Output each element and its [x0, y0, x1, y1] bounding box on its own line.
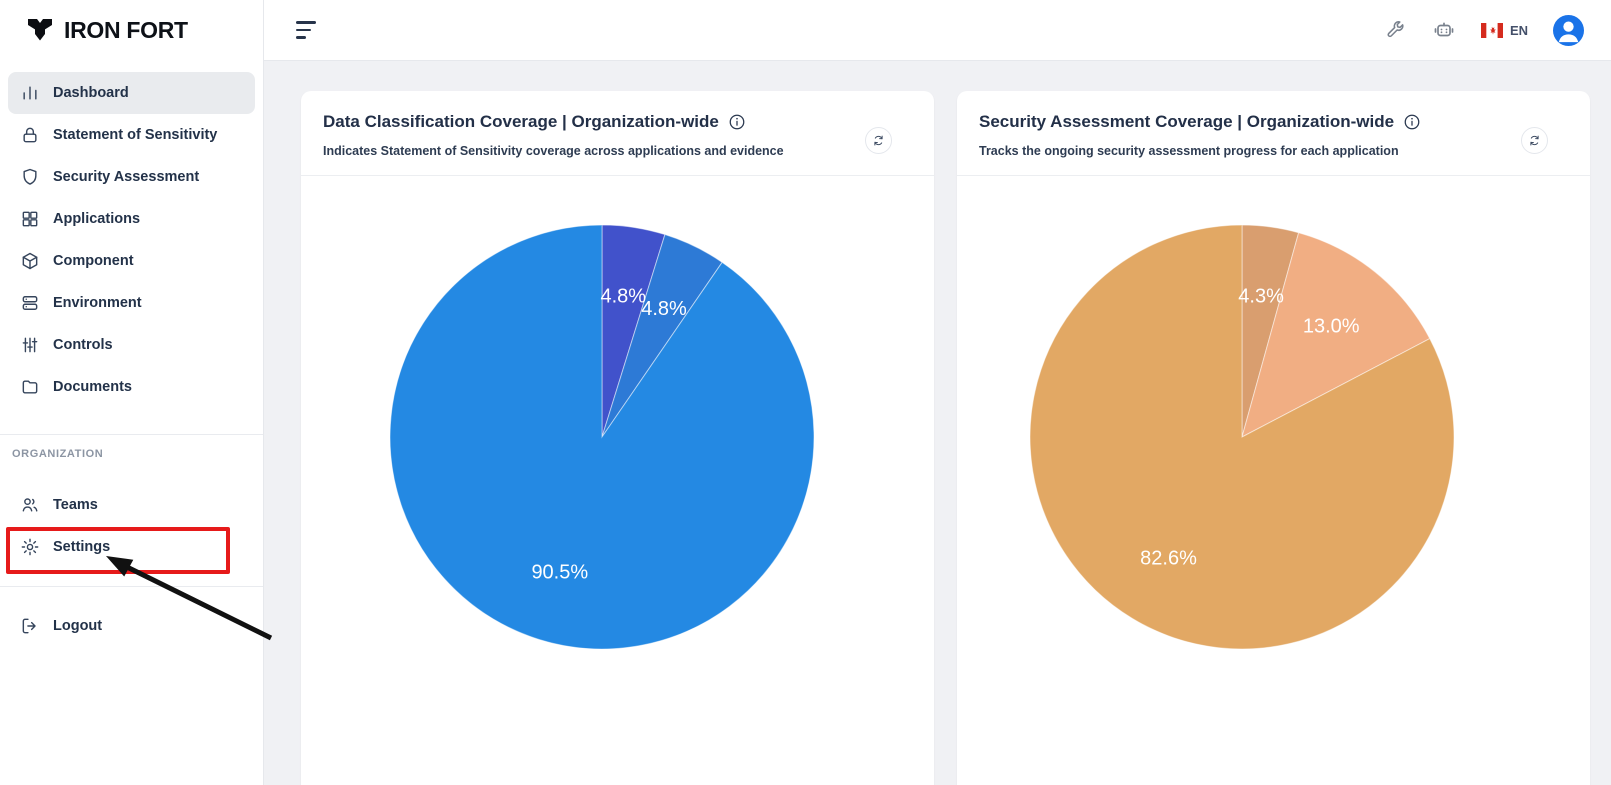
sidebar-item-label: Settings — [53, 539, 111, 555]
canada-flag-icon — [1480, 22, 1503, 38]
pie-slice[interactable] — [389, 224, 815, 650]
sidebar-item-label: Environment — [53, 295, 142, 311]
lock-icon — [20, 125, 40, 145]
grid-icon — [20, 209, 40, 229]
users-icon — [20, 495, 40, 515]
sidebar-item-security-assessment[interactable]: Security Assessment — [8, 156, 255, 198]
card-title: Security Assessment Coverage | Organizat… — [979, 112, 1395, 131]
sidebar-item-documents[interactable]: Documents — [8, 366, 255, 408]
sidebar-nav: Dashboard Statement of Sensitivity Secur… — [0, 72, 263, 408]
sidebar-item-component[interactable]: Component — [8, 240, 255, 282]
sidebar-item-statement-of-sensitivity[interactable]: Statement of Sensitivity — [8, 114, 255, 156]
sidebar-section-label: ORGANIZATION — [12, 448, 104, 460]
card-body: 4.8% 4.8% 90.5% — [301, 224, 934, 785]
sidebar-item-label: Logout — [53, 618, 103, 634]
pie-slice-label: 13.0% — [1302, 316, 1359, 338]
pie-slice-label: 4.8% — [641, 298, 687, 320]
card-title: Data Classification Coverage | Organizat… — [323, 112, 719, 131]
card-header: Security Assessment Coverage | Organizat… — [957, 91, 1590, 176]
card-body: 4.3% 13.0% 82.6% — [957, 224, 1590, 785]
card-header: Data Classification Coverage | Organizat… — [301, 91, 934, 176]
pie-slice-label: 4.8% — [600, 286, 646, 308]
sidebar-item-label: Statement of Sensitivity — [53, 127, 218, 143]
language-selector[interactable]: EN — [1480, 22, 1528, 38]
topbar: EN — [263, 0, 1611, 61]
sidebar-item-label: Documents — [53, 379, 132, 395]
sidebar-item-logout[interactable]: Logout — [8, 605, 255, 647]
sidebar-bottom-nav: Logout — [0, 605, 263, 647]
info-icon[interactable] — [728, 113, 746, 131]
sliders-icon — [20, 335, 40, 355]
sidebar-item-label: Security Assessment — [53, 169, 200, 185]
bar-chart-icon — [20, 83, 40, 103]
language-code: EN — [1509, 22, 1528, 38]
sidebar-item-applications[interactable]: Applications — [8, 198, 255, 240]
card-subtitle: Indicates Statement of Sensitivity cover… — [323, 144, 784, 158]
wrench-icon[interactable] — [1383, 18, 1407, 42]
robot-icon[interactable] — [1432, 18, 1456, 42]
card-subtitle: Tracks the ongoing security assessment p… — [979, 144, 1399, 158]
cube-icon — [20, 251, 40, 271]
sidebar-item-dashboard[interactable]: Dashboard — [8, 72, 255, 114]
sidebar-item-label: Teams — [53, 497, 98, 513]
user-avatar[interactable] — [1553, 14, 1584, 46]
brand-logo-icon — [26, 16, 54, 44]
gear-icon — [20, 537, 40, 557]
pie-slice[interactable] — [1240, 232, 1430, 438]
info-icon[interactable] — [1403, 113, 1421, 131]
sidebar-item-label: Dashboard — [53, 85, 129, 101]
refresh-icon[interactable] — [865, 127, 892, 154]
sidebar-item-label: Applications — [53, 211, 141, 227]
menu-icon[interactable] — [296, 21, 318, 39]
sidebar-item-settings[interactable]: Settings — [8, 526, 255, 568]
main-content: Data Classification Coverage | Organizat… — [263, 61, 1611, 785]
refresh-icon[interactable] — [1521, 127, 1548, 154]
pie-slice-label: 82.6% — [1140, 548, 1197, 570]
pie-slice[interactable] — [1029, 224, 1454, 650]
pie-chart-security-assessment[interactable]: 4.3% 13.0% 82.6% — [1029, 224, 1455, 650]
folder-icon — [20, 377, 40, 397]
logout-icon — [20, 616, 40, 636]
sidebar-divider — [0, 434, 263, 435]
brand-name: IRON FORT — [64, 16, 188, 43]
card-security-assessment-coverage: Security Assessment Coverage | Organizat… — [957, 91, 1590, 785]
sidebar-item-label: Controls — [53, 337, 113, 353]
sidebar-item-controls[interactable]: Controls — [8, 324, 255, 366]
sidebar-item-label: Component — [53, 253, 134, 269]
sidebar-item-teams[interactable]: Teams — [8, 484, 255, 526]
card-data-classification-coverage: Data Classification Coverage | Organizat… — [301, 91, 934, 785]
pie-slice-label: 90.5% — [531, 562, 588, 584]
sidebar: IRON FORT Dashboard Statement of Sensiti… — [0, 0, 264, 785]
pie-slice-label: 4.3% — [1238, 285, 1284, 307]
pie-chart-data-classification[interactable]: 4.8%4.8% 90.5% — [389, 224, 815, 650]
shield-icon — [20, 167, 40, 187]
server-icon — [20, 293, 40, 313]
topbar-actions: EN — [1383, 14, 1611, 46]
sidebar-divider — [0, 586, 263, 587]
sidebar-org-nav: Teams Settings — [0, 484, 263, 568]
brand-logo[interactable]: IRON FORT — [0, 0, 263, 60]
sidebar-item-environment[interactable]: Environment — [8, 282, 255, 324]
